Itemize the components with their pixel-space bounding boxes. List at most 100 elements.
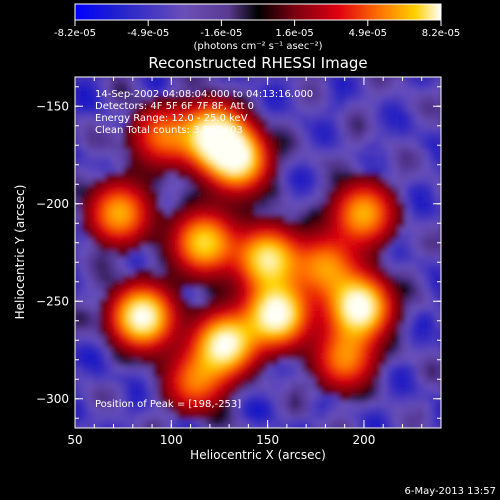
heatmap-cell	[417, 113, 424, 120]
heatmap-cell	[87, 341, 94, 348]
heatmap-cell	[291, 335, 298, 342]
heatmap-cell	[87, 305, 94, 312]
heatmap-cell	[435, 251, 441, 258]
heatmap-cell	[309, 299, 316, 306]
heatmap-cell	[285, 137, 292, 144]
heatmap-cell	[219, 161, 226, 168]
heatmap-cell	[129, 209, 136, 216]
heatmap-cell	[417, 287, 424, 294]
heatmap-cell	[255, 287, 262, 294]
heatmap-cell	[393, 383, 400, 390]
heatmap-cell	[399, 335, 406, 342]
heatmap-cell	[189, 173, 196, 180]
heatmap-cell	[177, 395, 184, 402]
heatmap-cell	[405, 179, 412, 186]
heatmap-cell	[333, 101, 340, 108]
heatmap-cell	[177, 347, 184, 354]
heatmap-cell	[243, 275, 250, 282]
heatmap-cell	[171, 179, 178, 186]
heatmap-cell	[333, 89, 340, 96]
heatmap-cell	[405, 167, 412, 174]
heatmap-cell	[147, 371, 154, 378]
heatmap-cell	[129, 107, 136, 114]
heatmap-cell	[405, 245, 412, 252]
heatmap-cell	[285, 179, 292, 186]
heatmap-cell	[273, 347, 280, 354]
heatmap-cell	[93, 257, 100, 264]
heatmap-cell	[75, 257, 82, 264]
heatmap-cell	[153, 389, 160, 396]
heatmap-cell	[321, 227, 328, 234]
heatmap-cell	[147, 95, 154, 102]
heatmap-cell	[345, 173, 352, 180]
heatmap-cell	[75, 347, 82, 354]
heatmap-cell	[393, 347, 400, 354]
heatmap-cell	[183, 227, 190, 234]
heatmap-cell	[393, 89, 400, 96]
heatmap-cell	[105, 131, 112, 138]
heatmap-cell	[327, 209, 334, 216]
heatmap-cell	[255, 305, 262, 312]
heatmap-cell	[327, 131, 334, 138]
heatmap-cell	[201, 95, 208, 102]
heatmap-cell	[75, 167, 82, 174]
heatmap-cell	[81, 401, 88, 408]
heatmap-cell	[399, 329, 406, 336]
heatmap-cell	[165, 425, 172, 428]
heatmap-cell	[399, 383, 406, 390]
heatmap-cell	[75, 389, 82, 396]
x-tick-label: 150	[256, 433, 279, 447]
heatmap-cell	[135, 281, 142, 288]
heatmap-cell	[207, 407, 214, 414]
heatmap-cell	[213, 113, 220, 120]
heatmap-cell	[387, 419, 394, 426]
heatmap-cell	[123, 77, 130, 84]
heatmap-cell	[195, 329, 202, 336]
heatmap-cell	[117, 107, 124, 114]
heatmap-cell	[309, 245, 316, 252]
heatmap-cell	[141, 377, 148, 384]
heatmap-cell	[237, 173, 244, 180]
heatmap-cell	[159, 209, 166, 216]
heatmap-cell	[183, 305, 190, 312]
heatmap-cell	[369, 305, 376, 312]
heatmap-cell	[411, 335, 418, 342]
heatmap-cell	[363, 377, 370, 384]
heatmap-cell	[369, 119, 376, 126]
heatmap-cell	[111, 257, 118, 264]
heatmap-cell	[207, 197, 214, 204]
heatmap-cell	[171, 407, 178, 414]
heatmap-cell	[399, 125, 406, 132]
heatmap-cell	[183, 335, 190, 342]
heatmap-cell	[261, 77, 268, 84]
heatmap-cell	[345, 353, 352, 360]
heatmap-cell	[261, 275, 268, 282]
heatmap-cell	[393, 425, 400, 428]
heatmap-cell	[345, 389, 352, 396]
heatmap-cell	[99, 89, 106, 96]
heatmap-cell	[417, 395, 424, 402]
heatmap-cell	[177, 419, 184, 426]
heatmap-cell	[375, 131, 382, 138]
heatmap-cell	[147, 167, 154, 174]
heatmap-cell	[141, 263, 148, 270]
heatmap-cell	[135, 221, 142, 228]
heatmap-cell	[327, 275, 334, 282]
heatmap-cell	[189, 371, 196, 378]
heatmap-cell	[141, 179, 148, 186]
heatmap-cell	[123, 275, 130, 282]
heatmap-cell	[291, 209, 298, 216]
heatmap-cell	[201, 281, 208, 288]
heatmap-cell	[75, 425, 82, 428]
heatmap-cell	[363, 161, 370, 168]
heatmap-cell	[201, 161, 208, 168]
heatmap-cell	[351, 77, 358, 84]
heatmap-cell	[159, 227, 166, 234]
heatmap-cell	[387, 167, 394, 174]
heatmap-cell	[99, 107, 106, 114]
heatmap-cell	[315, 347, 322, 354]
heatmap-cell	[87, 323, 94, 330]
heatmap-cell	[183, 251, 190, 258]
heatmap-cell	[369, 137, 376, 144]
heatmap-cell	[417, 149, 424, 156]
